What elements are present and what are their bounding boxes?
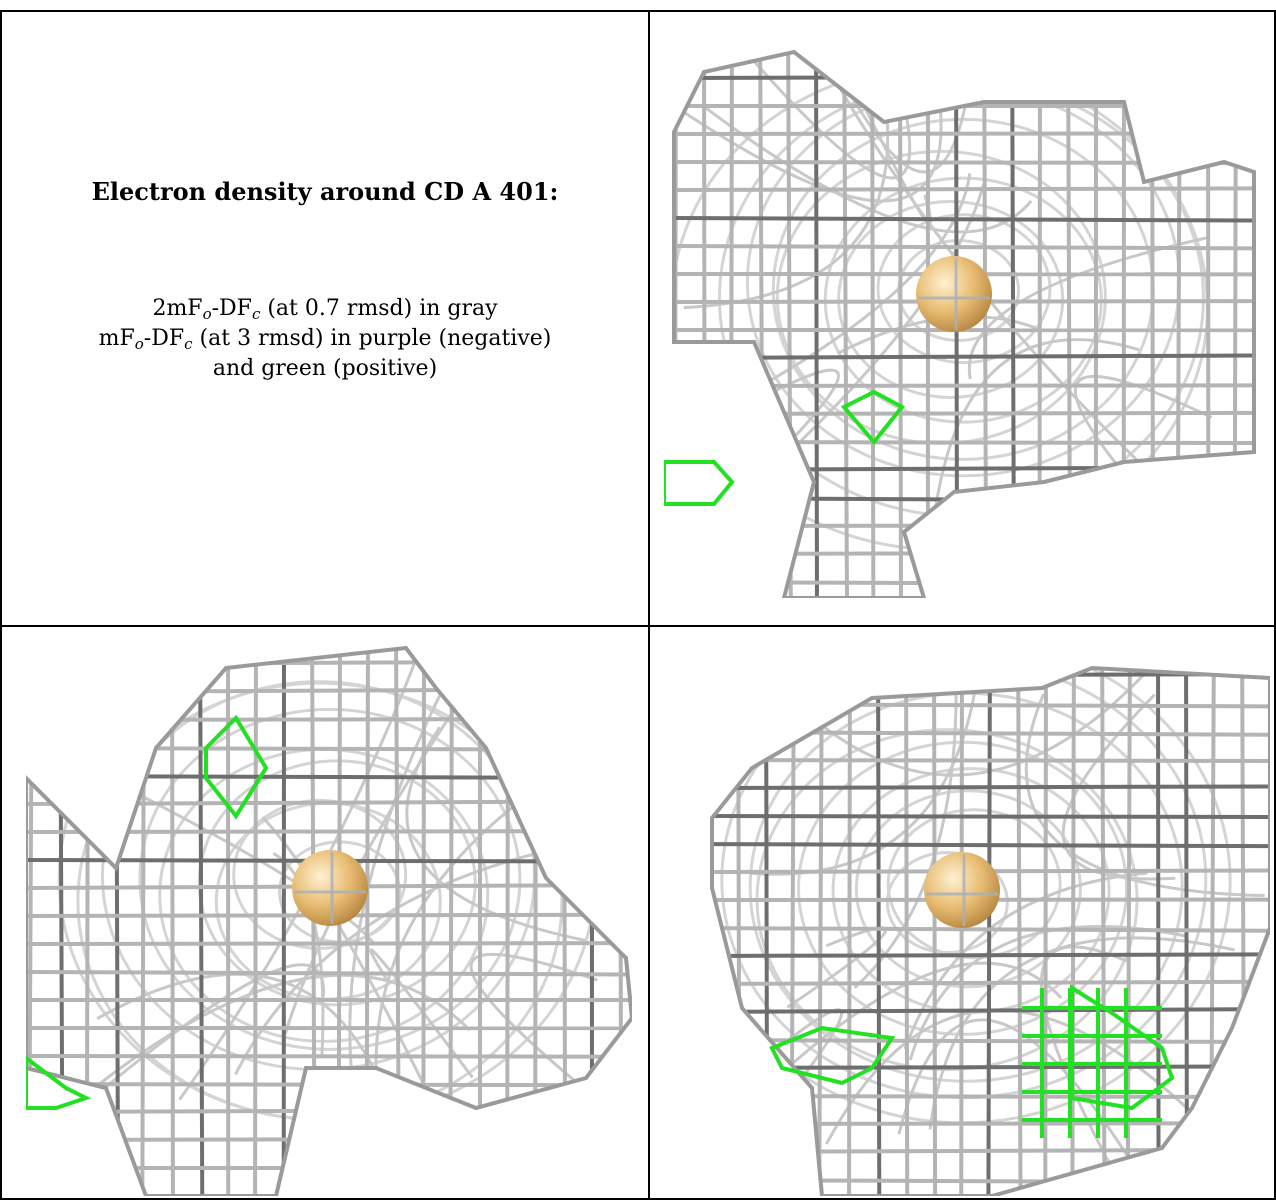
line2-sub-c: c — [184, 335, 193, 353]
caption-line-green: and green (positive) — [212, 356, 438, 381]
caption-cell: Electron density around CD A 401: 2mFo-D… — [2, 12, 648, 624]
line1-sub-o: o — [202, 305, 212, 323]
density-mesh-bottom-right — [710, 665, 1270, 1196]
border-center — [648, 10, 650, 1200]
cadmium-atom-sphere — [924, 852, 1000, 928]
positive-density-blob — [769, 1025, 896, 1086]
line1-part-a: 2mF — [152, 296, 203, 321]
caption-title: Electron density around CD A 401: — [91, 177, 559, 206]
positive-density-blob — [204, 714, 269, 820]
border-bottom — [0, 1198, 1276, 1200]
border-right — [1274, 10, 1276, 1200]
cadmium-atom-sphere — [292, 850, 368, 926]
density-view-bottom-left — [26, 628, 632, 1196]
positive-density-grid — [1022, 984, 1175, 1138]
line2-sub-o: o — [134, 335, 144, 353]
line2-part-b: -DF — [143, 326, 185, 351]
caption-line-gray-map: 2mFo-DFc (at 0.7 rmsd) in gray — [2, 294, 648, 324]
line2-part-a: mF — [98, 326, 135, 351]
line1-sub-c: c — [251, 305, 261, 323]
caption-text: 2mFo-DFc (at 0.7 rmsd) in gray mFo-DFc (… — [2, 294, 648, 384]
density-mesh-bottom-left — [26, 645, 632, 1196]
caption-line-difference-map: mFo-DFc (at 3 rmsd) in purple (negative) — [2, 324, 648, 354]
density-view-bottom-right — [692, 628, 1270, 1196]
positive-density-blob — [664, 460, 735, 506]
line2-part-c: (at 3 rmsd) in purple (negative) — [192, 326, 552, 351]
cadmium-atom-sphere — [916, 256, 992, 332]
border-left — [0, 10, 2, 1200]
border-top — [0, 10, 1276, 12]
positive-density-blob — [840, 389, 906, 446]
line1-part-b: -DF — [211, 296, 252, 321]
positive-density-blob — [26, 1055, 92, 1110]
line1-part-c: (at 0.7 rmsd) in gray — [260, 296, 498, 321]
density-mesh-top-right — [664, 49, 1256, 598]
border-middle — [0, 625, 1276, 627]
density-view-top-right — [664, 12, 1270, 598]
